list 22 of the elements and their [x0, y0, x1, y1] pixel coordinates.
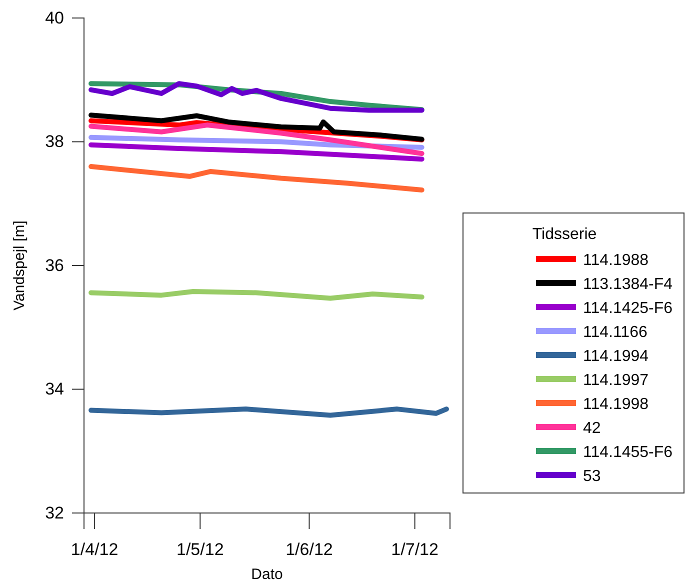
- x-tick-label: 1/7/12: [391, 540, 438, 560]
- legend-label: 114.1988: [583, 252, 649, 269]
- y-tick-label: 40: [45, 8, 64, 28]
- x-tick-label: 1/4/12: [70, 540, 118, 560]
- legend-label: 114.1455-F6: [583, 444, 673, 461]
- x-tick-label: 1/6/12: [286, 540, 333, 560]
- y-tick-label: 34: [45, 380, 64, 399]
- y-tick-label: 32: [45, 503, 64, 522]
- legend-label: 114.1998: [583, 396, 649, 413]
- legend-label: 53: [583, 468, 601, 485]
- x-tick-label: 1/5/12: [176, 540, 224, 560]
- x-axis-title: Dato: [251, 566, 283, 583]
- legend-label: 114.1997: [583, 372, 649, 389]
- legend-title: Tidsserie: [532, 226, 597, 243]
- legend-label: 114.1425-F6: [583, 300, 673, 317]
- legend-label: 42: [583, 420, 601, 437]
- y-tick-label: 38: [45, 132, 64, 152]
- legend-label: 113.1384-F4: [583, 276, 673, 293]
- legend-label: 114.1166: [583, 324, 648, 341]
- legend-label: 114.1994: [583, 348, 649, 365]
- y-tick-label: 36: [45, 256, 64, 275]
- y-axis-title: Vandspejl [m]: [11, 220, 28, 310]
